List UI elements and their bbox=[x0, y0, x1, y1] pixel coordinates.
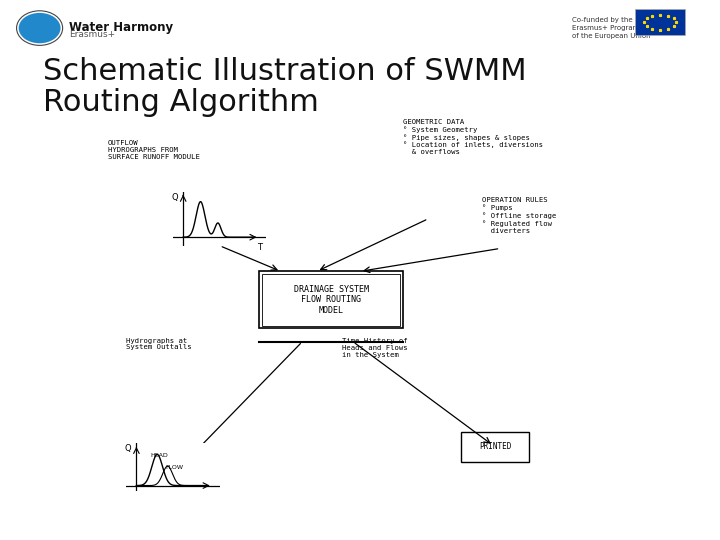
Text: T: T bbox=[257, 243, 262, 252]
Text: HEAD: HEAD bbox=[150, 454, 168, 458]
FancyBboxPatch shape bbox=[262, 273, 400, 326]
Text: Hydrographs at
System Outtalls: Hydrographs at System Outtalls bbox=[126, 338, 192, 350]
Text: Schematic Illustration of SWMM
Routing Algorithm: Schematic Illustration of SWMM Routing A… bbox=[43, 57, 527, 117]
FancyBboxPatch shape bbox=[461, 432, 529, 462]
Text: PRINTED: PRINTED bbox=[479, 442, 511, 451]
Text: OPERATION RULES
° Pumps
° Offline storage
° Regulated flow
  diverters: OPERATION RULES ° Pumps ° Offline storag… bbox=[482, 197, 557, 234]
Circle shape bbox=[17, 11, 63, 45]
Text: Water Harmony: Water Harmony bbox=[69, 21, 174, 33]
Text: Erasmus+: Erasmus+ bbox=[69, 30, 115, 39]
Text: Q: Q bbox=[171, 193, 178, 202]
Text: GEOMETRIC DATA
° System Geometry
° Pipe sizes, shapes & slopes
° Location of inl: GEOMETRIC DATA ° System Geometry ° Pipe … bbox=[403, 119, 543, 156]
Text: OUTFLOW
HYDROGRAPHS FROM
SURFACE RUNOFF MODULE: OUTFLOW HYDROGRAPHS FROM SURFACE RUNOFF … bbox=[108, 140, 200, 160]
Text: Q: Q bbox=[125, 444, 131, 453]
Text: Co-funded by the
Erasmus+ Programme
of the European Union: Co-funded by the Erasmus+ Programme of t… bbox=[572, 17, 651, 39]
FancyBboxPatch shape bbox=[259, 271, 403, 328]
Text: FLOW: FLOW bbox=[166, 465, 184, 470]
Text: DRAINAGE SYSTEM
FLOW ROUTING
MODEL: DRAINAGE SYSTEM FLOW ROUTING MODEL bbox=[294, 285, 369, 315]
Text: Time History of
Heads and Flows
in the System: Time History of Heads and Flows in the S… bbox=[342, 338, 408, 357]
FancyBboxPatch shape bbox=[635, 9, 685, 35]
